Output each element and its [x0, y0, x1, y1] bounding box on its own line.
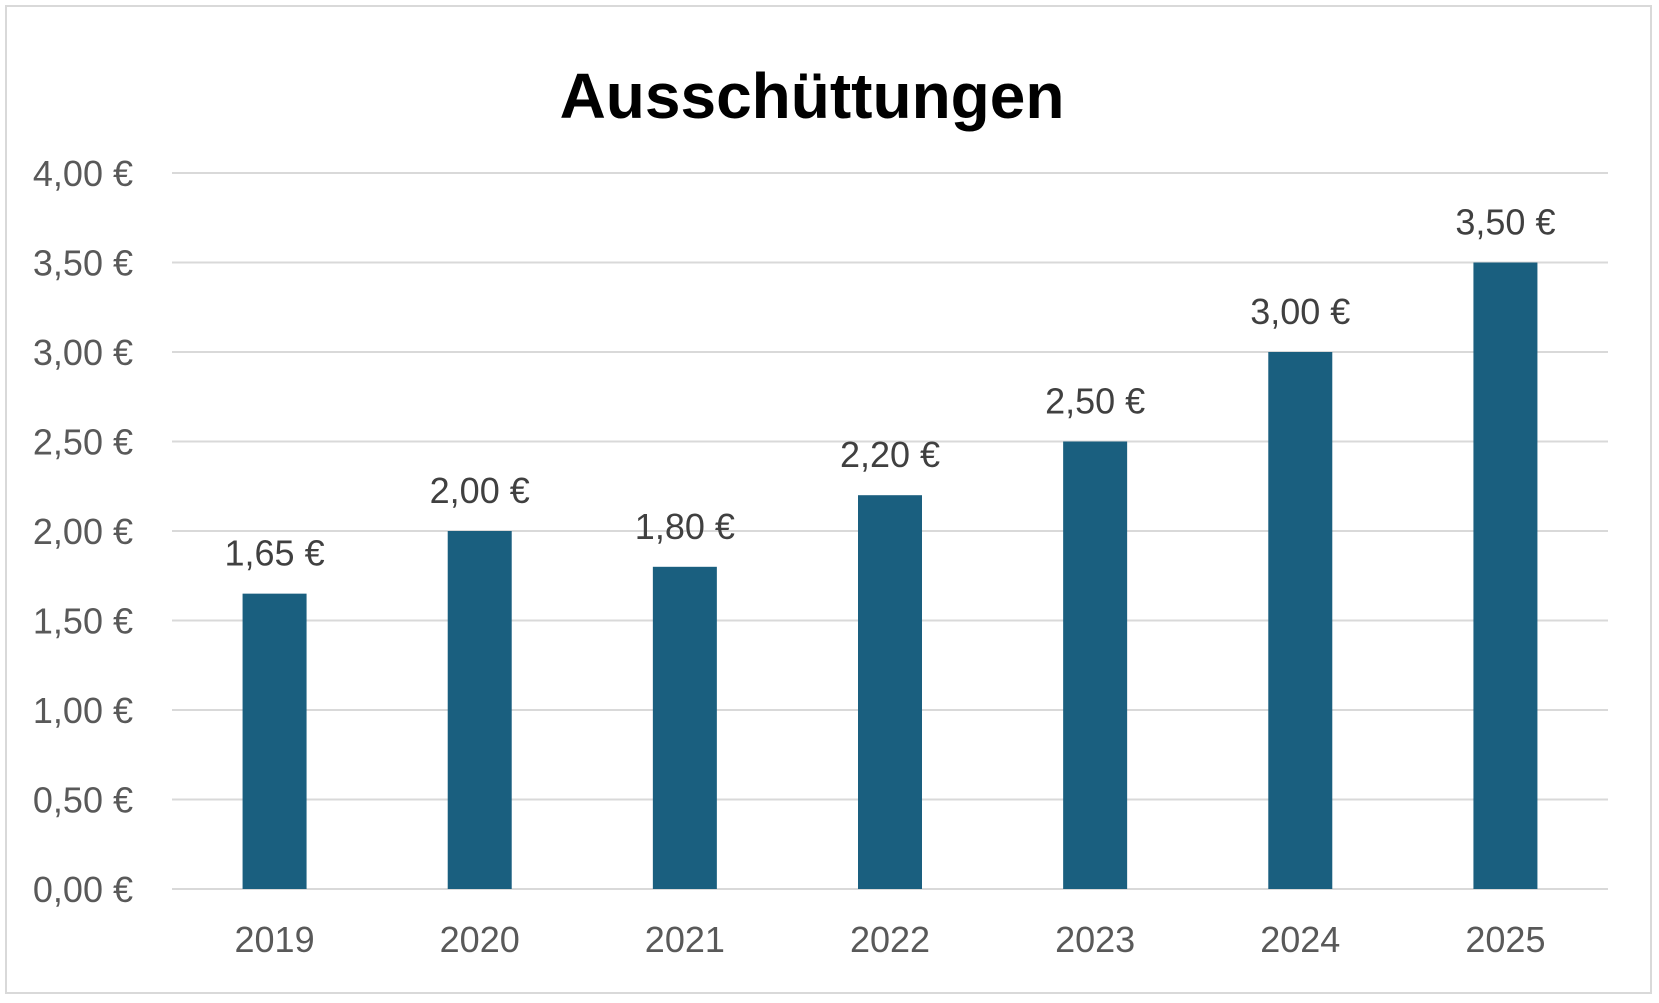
y-tick-label: 1,00 €: [33, 690, 133, 731]
x-axis-tick-labels: 2019 2020 2021 2022 2023 2024 2025: [235, 919, 1546, 960]
data-label-2021: 1,80 €: [635, 506, 735, 547]
data-label-2024: 3,00 €: [1250, 291, 1350, 332]
x-tick-label: 2024: [1260, 919, 1340, 960]
bar-2025: [1473, 262, 1538, 889]
x-tick-label: 2025: [1465, 919, 1545, 960]
y-tick-label: 0,00 €: [33, 869, 133, 910]
bar-2021: [652, 566, 717, 889]
x-tick-label: 2021: [645, 919, 725, 960]
y-tick-label: 1,50 €: [33, 601, 133, 642]
x-tick-label: 2023: [1055, 919, 1135, 960]
y-tick-label: 3,00 €: [33, 332, 133, 373]
y-tick-label: 4,00 €: [33, 153, 133, 194]
y-tick-label: 0,50 €: [33, 780, 133, 821]
data-label-2023: 2,50 €: [1045, 381, 1145, 422]
bar-2023: [1063, 441, 1128, 889]
x-tick-label: 2020: [440, 919, 520, 960]
data-label-2020: 2,00 €: [430, 470, 530, 511]
y-tick-label: 3,50 €: [33, 243, 133, 284]
bar-2019: [242, 593, 307, 889]
y-tick-label: 2,00 €: [33, 511, 133, 552]
y-axis-tick-labels: 0,00 € 0,50 € 1,00 € 1,50 € 2,00 € 2,50 € 3,00…: [33, 153, 133, 910]
x-tick-label: 2019: [235, 919, 315, 960]
y-tick-label: 2,50 €: [33, 422, 133, 463]
bar-2020: [447, 531, 512, 889]
chart-title: Ausschüttungen: [560, 60, 1065, 132]
bar-2024: [1268, 352, 1333, 889]
data-label-2019: 1,65 €: [225, 533, 325, 574]
data-label-2025: 3,50 €: [1455, 202, 1555, 243]
data-label-2022: 2,20 €: [840, 434, 940, 475]
x-tick-label: 2022: [850, 919, 930, 960]
gridlines: [172, 172, 1608, 890]
bars: [242, 262, 1538, 889]
bar-2022: [858, 495, 922, 889]
data-labels: 1,65 € 2,00 € 1,80 € 2,20 € 2,50 € 3,00 € 3,50…: [225, 202, 1556, 574]
